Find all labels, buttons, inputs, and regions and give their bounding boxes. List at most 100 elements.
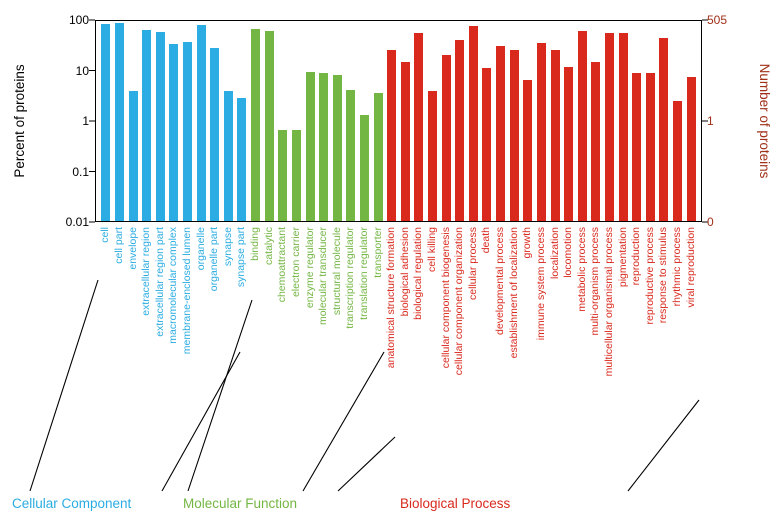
x-category-label: reproduction: [630, 227, 643, 286]
bar: [400, 61, 410, 221]
x-category-label: organelle: [194, 227, 207, 271]
right-y-tick-label: 0: [707, 215, 714, 229]
x-category-label: translation regulator: [357, 227, 370, 320]
x-category-label: cellular process: [466, 227, 479, 300]
right-axis-title: Number of proteins: [757, 63, 772, 179]
left-y-tick-label: 10: [75, 63, 89, 78]
left-y-tick-label: 1: [82, 114, 89, 128]
x-category-label: localization: [548, 227, 561, 279]
x-category-label: growth: [521, 227, 534, 259]
bar: [196, 25, 206, 221]
bar: [101, 23, 111, 221]
bar: [278, 130, 288, 221]
bar: [468, 26, 478, 221]
bar: [577, 31, 587, 221]
bar: [332, 75, 342, 221]
bar: [359, 115, 369, 221]
left-y-tick-label: 0.1: [72, 164, 89, 179]
bar: [482, 68, 492, 221]
bar: [550, 50, 560, 221]
x-category-label: transcription regulator: [344, 227, 357, 329]
x-category-label: organelle part: [208, 227, 221, 292]
bar: [536, 43, 546, 221]
bar: [686, 76, 696, 221]
left-y-tick-label: 100: [68, 13, 89, 27]
plot-area: [95, 20, 702, 222]
right-y-tick-label: 1: [707, 114, 714, 128]
bar: [142, 30, 152, 221]
bar: [305, 71, 315, 221]
bar: [618, 33, 628, 221]
bar: [455, 40, 465, 221]
x-category-label: binding: [249, 227, 262, 261]
x-category-label: macromolecular complex: [167, 227, 180, 344]
x-category-label: extracellular region: [140, 227, 153, 316]
x-category-label: electron carrier: [289, 227, 302, 298]
bar: [387, 50, 397, 221]
x-category-label: pigmentation: [616, 227, 629, 288]
x-category-label: synapse: [221, 227, 234, 267]
x-category-label: multi-organism process: [589, 227, 602, 336]
bar: [264, 31, 274, 221]
bar: [237, 98, 247, 221]
x-category-label: immune system process: [534, 227, 547, 341]
x-category-label: developmental process: [494, 227, 507, 335]
bar: [441, 55, 451, 221]
x-category-label: cell part: [112, 227, 125, 264]
x-category-label: envelope: [126, 227, 139, 270]
bar: [114, 22, 124, 221]
x-category-label: cell killing: [426, 227, 439, 272]
x-category-label: cellular component biogenesis: [439, 227, 452, 369]
bar: [251, 29, 261, 221]
bar: [605, 33, 614, 221]
legend-molecular-function: Molecular Function: [183, 496, 298, 511]
bar: [291, 130, 301, 221]
x-category-label: molecular transducer: [317, 227, 330, 326]
bar: [223, 90, 233, 221]
bar: [373, 92, 383, 221]
x-category-label: synapse part: [235, 227, 248, 288]
x-category-label: multicellular organismal process: [603, 227, 615, 377]
x-category-label: transporter: [371, 227, 384, 278]
bar: [128, 90, 138, 221]
bar: [155, 31, 165, 221]
bar: [673, 100, 683, 221]
right-y-tick-label: 505: [707, 13, 728, 27]
x-category-label: extracellular region part: [153, 227, 166, 337]
x-category-label: establishment of localization: [507, 227, 520, 359]
bar: [169, 44, 179, 221]
x-category-label: biological regulation: [412, 227, 425, 320]
bar: [591, 61, 601, 221]
group-connector-line: [29, 279, 99, 492]
x-category-label: metabolic process: [575, 227, 588, 312]
x-category-label: biological adhesion: [398, 227, 411, 317]
x-category-label: reproductive process: [643, 227, 656, 325]
legend-cellular-component: Cellular Component: [12, 496, 132, 511]
bar: [182, 41, 192, 221]
bar: [428, 90, 438, 221]
bar: [523, 79, 533, 221]
x-category-label: rhythmic process: [671, 227, 684, 307]
x-category-label: structural molecule: [330, 227, 343, 316]
x-category-label: anatomical structure formation: [385, 227, 398, 369]
x-category-label: cell: [99, 227, 112, 243]
x-category-label: response to stimulus: [657, 227, 670, 324]
x-category-label: chemoattractant: [276, 227, 289, 303]
bar: [210, 47, 220, 221]
x-category-label: viral reproduction: [684, 227, 697, 308]
bar: [632, 72, 642, 221]
x-category-label: cellular component organization: [453, 227, 466, 376]
x-category-label: death: [480, 227, 493, 254]
bar: [319, 72, 329, 221]
left-y-tick-label: 0.01: [65, 215, 89, 229]
left-axis-title: Percent of proteins: [12, 64, 27, 178]
x-category-label: locomotion: [562, 227, 575, 278]
legend-biological-process: Biological Process: [400, 496, 511, 511]
x-category-label: catalytic: [262, 227, 275, 265]
bar: [509, 50, 519, 221]
x-category-label: membrane-enclosed lumen: [181, 227, 193, 355]
bar: [645, 72, 655, 221]
bar: [346, 89, 356, 221]
bar: [659, 37, 669, 221]
